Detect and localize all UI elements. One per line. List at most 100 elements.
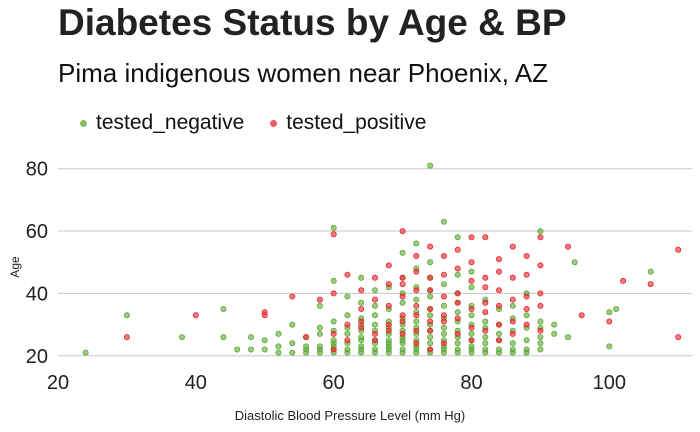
point-negative-114: [440, 302, 447, 309]
point-negative-159: [523, 337, 530, 344]
point-negative-117: [440, 349, 447, 356]
point-positive-4: [289, 293, 296, 300]
point-positive-39: [413, 268, 420, 275]
point-negative-49: [358, 274, 365, 281]
point-positive-61: [468, 234, 475, 241]
point-positive-78: [509, 296, 516, 303]
point-negative-60: [371, 312, 378, 319]
point-positive-35: [413, 327, 420, 334]
point-negative-33: [330, 277, 337, 284]
point-negative-127: [454, 271, 461, 278]
point-negative-111: [440, 330, 447, 337]
point-positive-85: [523, 321, 530, 328]
point-negative-134: [468, 312, 475, 319]
point-positive-28: [399, 330, 406, 337]
point-positive-95: [606, 318, 613, 325]
point-negative-156: [509, 302, 516, 309]
point-negative-90: [413, 349, 420, 356]
point-negative-18: [303, 343, 310, 350]
point-positive-13: [344, 337, 351, 344]
point-positive-23: [385, 327, 392, 334]
point-negative-141: [482, 334, 489, 341]
point-positive-22: [385, 281, 392, 288]
y-axis-ticks: 20 40 60 80: [26, 159, 48, 368]
point-negative-0: [82, 349, 89, 356]
point-positive-50: [440, 271, 447, 278]
data-points: [82, 162, 682, 356]
point-positive-59: [454, 246, 461, 253]
point-positive-30: [399, 281, 406, 288]
x-tick-label-100: 100: [593, 372, 626, 394]
point-negative-45: [358, 349, 365, 356]
point-negative-31: [330, 318, 337, 325]
chart-title: Diabetes Status by Age & BP: [58, 2, 567, 43]
point-negative-177: [647, 268, 654, 275]
point-negative-2: [178, 334, 185, 341]
point-positive-38: [413, 312, 420, 319]
point-negative-55: [371, 349, 378, 356]
point-negative-14: [289, 349, 296, 356]
point-positive-64: [468, 259, 475, 266]
point-positive-45: [427, 327, 434, 334]
point-negative-124: [454, 309, 461, 316]
point-positive-65: [468, 337, 475, 344]
point-positive-73: [495, 302, 502, 309]
y-axis-label: Age: [8, 256, 22, 278]
point-negative-38: [344, 349, 351, 356]
point-positive-15: [358, 305, 365, 312]
point-positive-74: [495, 268, 502, 275]
point-negative-175: [606, 309, 613, 316]
point-negative-48: [358, 334, 365, 341]
legend-key-positive: [270, 119, 278, 127]
point-positive-67: [482, 309, 489, 316]
point-negative-9: [261, 337, 268, 344]
point-positive-43: [427, 318, 434, 325]
x-tick-label-40: 40: [185, 372, 207, 394]
point-negative-163: [523, 312, 530, 319]
point-negative-70: [385, 340, 392, 347]
point-positive-91: [537, 290, 544, 297]
point-positive-44: [427, 243, 434, 250]
point-negative-82: [399, 337, 406, 344]
point-positive-14: [358, 318, 365, 325]
point-negative-15: [289, 321, 296, 328]
point-negative-137: [468, 284, 475, 291]
point-negative-138: [468, 268, 475, 275]
point-negative-58: [371, 302, 378, 309]
point-negative-148: [495, 330, 502, 337]
point-negative-166: [537, 340, 544, 347]
point-negative-88: [413, 318, 420, 325]
point-positive-86: [523, 305, 530, 312]
legend-label-positive: tested_positive: [286, 111, 427, 134]
x-tick-label-20: 20: [47, 372, 69, 394]
point-positive-69: [482, 299, 489, 306]
point-negative-59: [371, 287, 378, 294]
point-positive-81: [509, 243, 516, 250]
point-negative-3: [220, 305, 227, 312]
point-negative-25: [316, 346, 323, 353]
point-positive-27: [399, 293, 406, 300]
point-negative-116: [440, 218, 447, 225]
point-positive-18: [371, 296, 378, 303]
point-positive-24: [385, 302, 392, 309]
y-tick-label-40: 40: [26, 283, 48, 305]
point-positive-68: [482, 234, 489, 241]
point-positive-25: [385, 321, 392, 328]
point-positive-57: [454, 299, 461, 306]
point-positive-34: [413, 287, 420, 294]
point-positive-12: [344, 271, 351, 278]
point-positive-94: [578, 312, 585, 319]
point-negative-8: [261, 346, 268, 353]
series-tested_negative: [82, 162, 654, 356]
y-tick-label-20: 20: [26, 346, 48, 368]
point-positive-66: [482, 274, 489, 281]
point-positive-9: [330, 330, 337, 337]
point-negative-173: [571, 259, 578, 266]
point-positive-96: [620, 277, 627, 284]
point-positive-99: [675, 246, 682, 253]
point-negative-143: [482, 318, 489, 325]
point-positive-42: [427, 287, 434, 294]
point-positive-84: [523, 293, 530, 300]
point-negative-107: [427, 259, 434, 266]
point-positive-21: [371, 274, 378, 281]
